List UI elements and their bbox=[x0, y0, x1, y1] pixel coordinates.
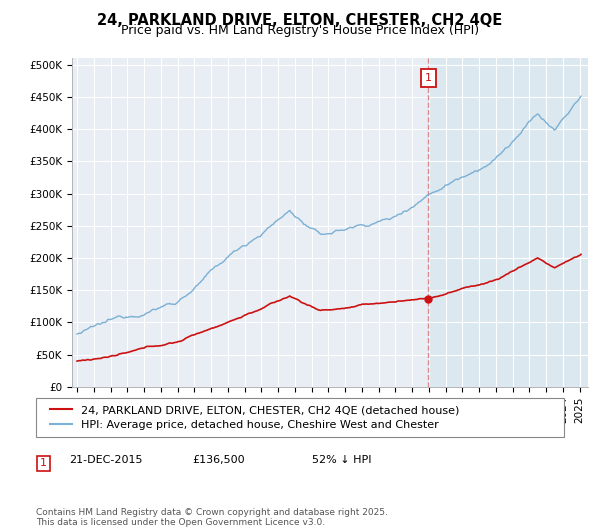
Text: 1: 1 bbox=[425, 73, 432, 83]
Text: 52% ↓ HPI: 52% ↓ HPI bbox=[312, 455, 371, 464]
Legend: 24, PARKLAND DRIVE, ELTON, CHESTER, CH2 4QE (detached house), HPI: Average price: 24, PARKLAND DRIVE, ELTON, CHESTER, CH2 … bbox=[47, 402, 463, 433]
Text: £136,500: £136,500 bbox=[192, 455, 245, 464]
Text: 24, PARKLAND DRIVE, ELTON, CHESTER, CH2 4QE: 24, PARKLAND DRIVE, ELTON, CHESTER, CH2 … bbox=[97, 13, 503, 28]
Text: Contains HM Land Registry data © Crown copyright and database right 2025.
This d: Contains HM Land Registry data © Crown c… bbox=[36, 508, 388, 527]
Text: Price paid vs. HM Land Registry's House Price Index (HPI): Price paid vs. HM Land Registry's House … bbox=[121, 24, 479, 37]
Bar bbox=[428, 58, 600, 387]
Text: 21-DEC-2015: 21-DEC-2015 bbox=[69, 455, 143, 464]
FancyBboxPatch shape bbox=[36, 398, 564, 437]
FancyBboxPatch shape bbox=[37, 456, 50, 471]
Text: 1: 1 bbox=[40, 458, 47, 468]
